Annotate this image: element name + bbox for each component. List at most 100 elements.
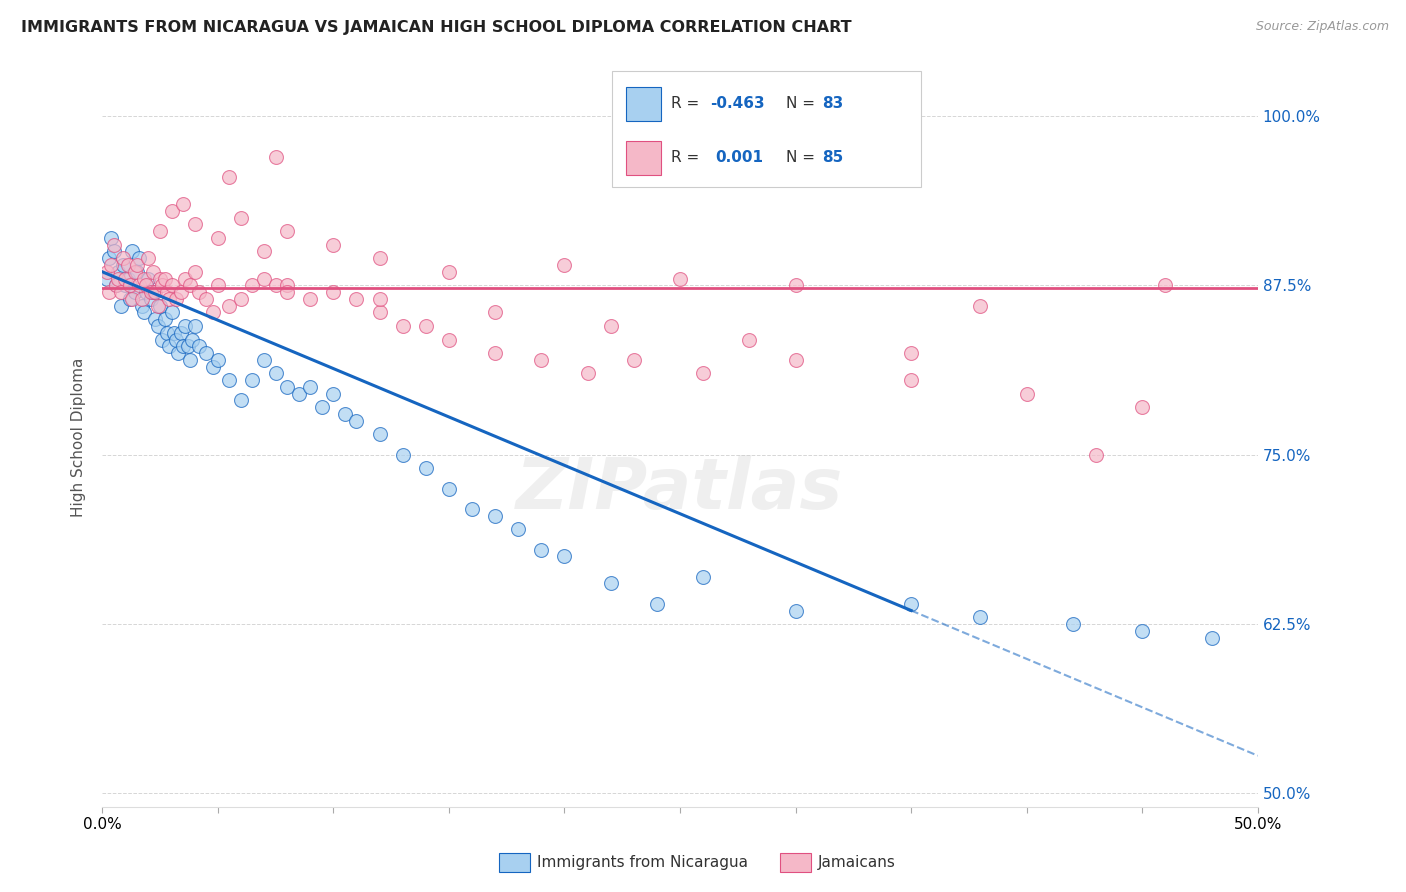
- Point: [202, 359, 225, 374]
- Point: [110, 299, 132, 313]
- Point: [276, 380, 298, 394]
- Text: Jamaicans: Jamaicans: [818, 855, 896, 870]
- Point: [1015, 386, 1038, 401]
- Point: [125, 265, 148, 279]
- Point: [188, 339, 211, 353]
- Point: [117, 258, 139, 272]
- Point: [623, 352, 645, 367]
- Text: 83: 83: [823, 95, 844, 111]
- Point: [207, 352, 229, 367]
- Point: [135, 278, 157, 293]
- Point: [165, 292, 187, 306]
- Point: [156, 326, 179, 340]
- Point: [145, 285, 167, 299]
- Point: [218, 373, 240, 387]
- Point: [124, 285, 146, 299]
- Point: [900, 346, 922, 360]
- Point: [276, 278, 298, 293]
- Text: IMMIGRANTS FROM NICARAGUA VS JAMAICAN HIGH SCHOOL DIPLOMA CORRELATION CHART: IMMIGRANTS FROM NICARAGUA VS JAMAICAN HI…: [21, 20, 852, 35]
- Point: [218, 299, 240, 313]
- Point: [114, 278, 136, 293]
- Point: [276, 285, 298, 299]
- Point: [167, 346, 190, 360]
- Point: [142, 285, 165, 299]
- Point: [229, 393, 252, 408]
- Point: [177, 339, 200, 353]
- Point: [368, 305, 391, 319]
- Point: [242, 278, 264, 293]
- Text: R =: R =: [671, 150, 709, 165]
- Point: [346, 414, 368, 428]
- Point: [264, 150, 287, 164]
- Point: [181, 333, 204, 347]
- Point: [100, 258, 122, 272]
- Point: [110, 285, 132, 299]
- Text: N =: N =: [786, 95, 820, 111]
- Point: [98, 251, 121, 265]
- Point: [98, 285, 121, 299]
- Point: [264, 367, 287, 381]
- Point: [153, 271, 176, 285]
- Point: [174, 318, 197, 333]
- Point: [103, 244, 125, 259]
- Point: [105, 278, 128, 293]
- Point: [785, 278, 807, 293]
- Point: [107, 265, 129, 279]
- Point: [157, 339, 180, 353]
- Point: [149, 271, 172, 285]
- Point: [96, 271, 118, 285]
- Point: [322, 285, 344, 299]
- Point: [969, 610, 991, 624]
- Point: [553, 258, 575, 272]
- Point: [153, 312, 176, 326]
- Point: [121, 244, 143, 259]
- Point: [322, 237, 344, 252]
- Point: [163, 326, 186, 340]
- Point: [149, 299, 172, 313]
- Point: [183, 318, 205, 333]
- Point: [391, 448, 413, 462]
- Point: [484, 305, 506, 319]
- Text: 85: 85: [823, 150, 844, 165]
- Point: [135, 285, 157, 299]
- Point: [170, 326, 193, 340]
- Point: [160, 203, 183, 218]
- Point: [131, 292, 153, 306]
- Point: [900, 373, 922, 387]
- Point: [461, 502, 484, 516]
- Point: [165, 333, 187, 347]
- Text: R =: R =: [671, 95, 704, 111]
- Point: [145, 312, 167, 326]
- Point: [692, 367, 714, 381]
- Point: [253, 352, 276, 367]
- Point: [172, 339, 194, 353]
- Point: [969, 299, 991, 313]
- Point: [188, 285, 211, 299]
- Point: [157, 292, 180, 306]
- Point: [368, 292, 391, 306]
- Point: [391, 318, 413, 333]
- Point: [645, 597, 668, 611]
- Point: [202, 305, 225, 319]
- Point: [218, 169, 240, 184]
- Point: [111, 258, 134, 272]
- Point: [138, 251, 160, 265]
- Point: [299, 292, 322, 306]
- Point: [170, 285, 193, 299]
- Point: [118, 292, 141, 306]
- Point: [669, 271, 692, 285]
- Point: [322, 386, 344, 401]
- Point: [1085, 448, 1108, 462]
- Point: [195, 292, 218, 306]
- Point: [1130, 401, 1153, 415]
- Point: [311, 401, 333, 415]
- Point: [264, 278, 287, 293]
- Point: [174, 271, 197, 285]
- Point: [132, 271, 155, 285]
- Point: [1130, 624, 1153, 638]
- Point: [128, 278, 150, 293]
- Point: [242, 373, 264, 387]
- Point: [437, 482, 460, 496]
- Point: [139, 285, 162, 299]
- Point: [132, 305, 155, 319]
